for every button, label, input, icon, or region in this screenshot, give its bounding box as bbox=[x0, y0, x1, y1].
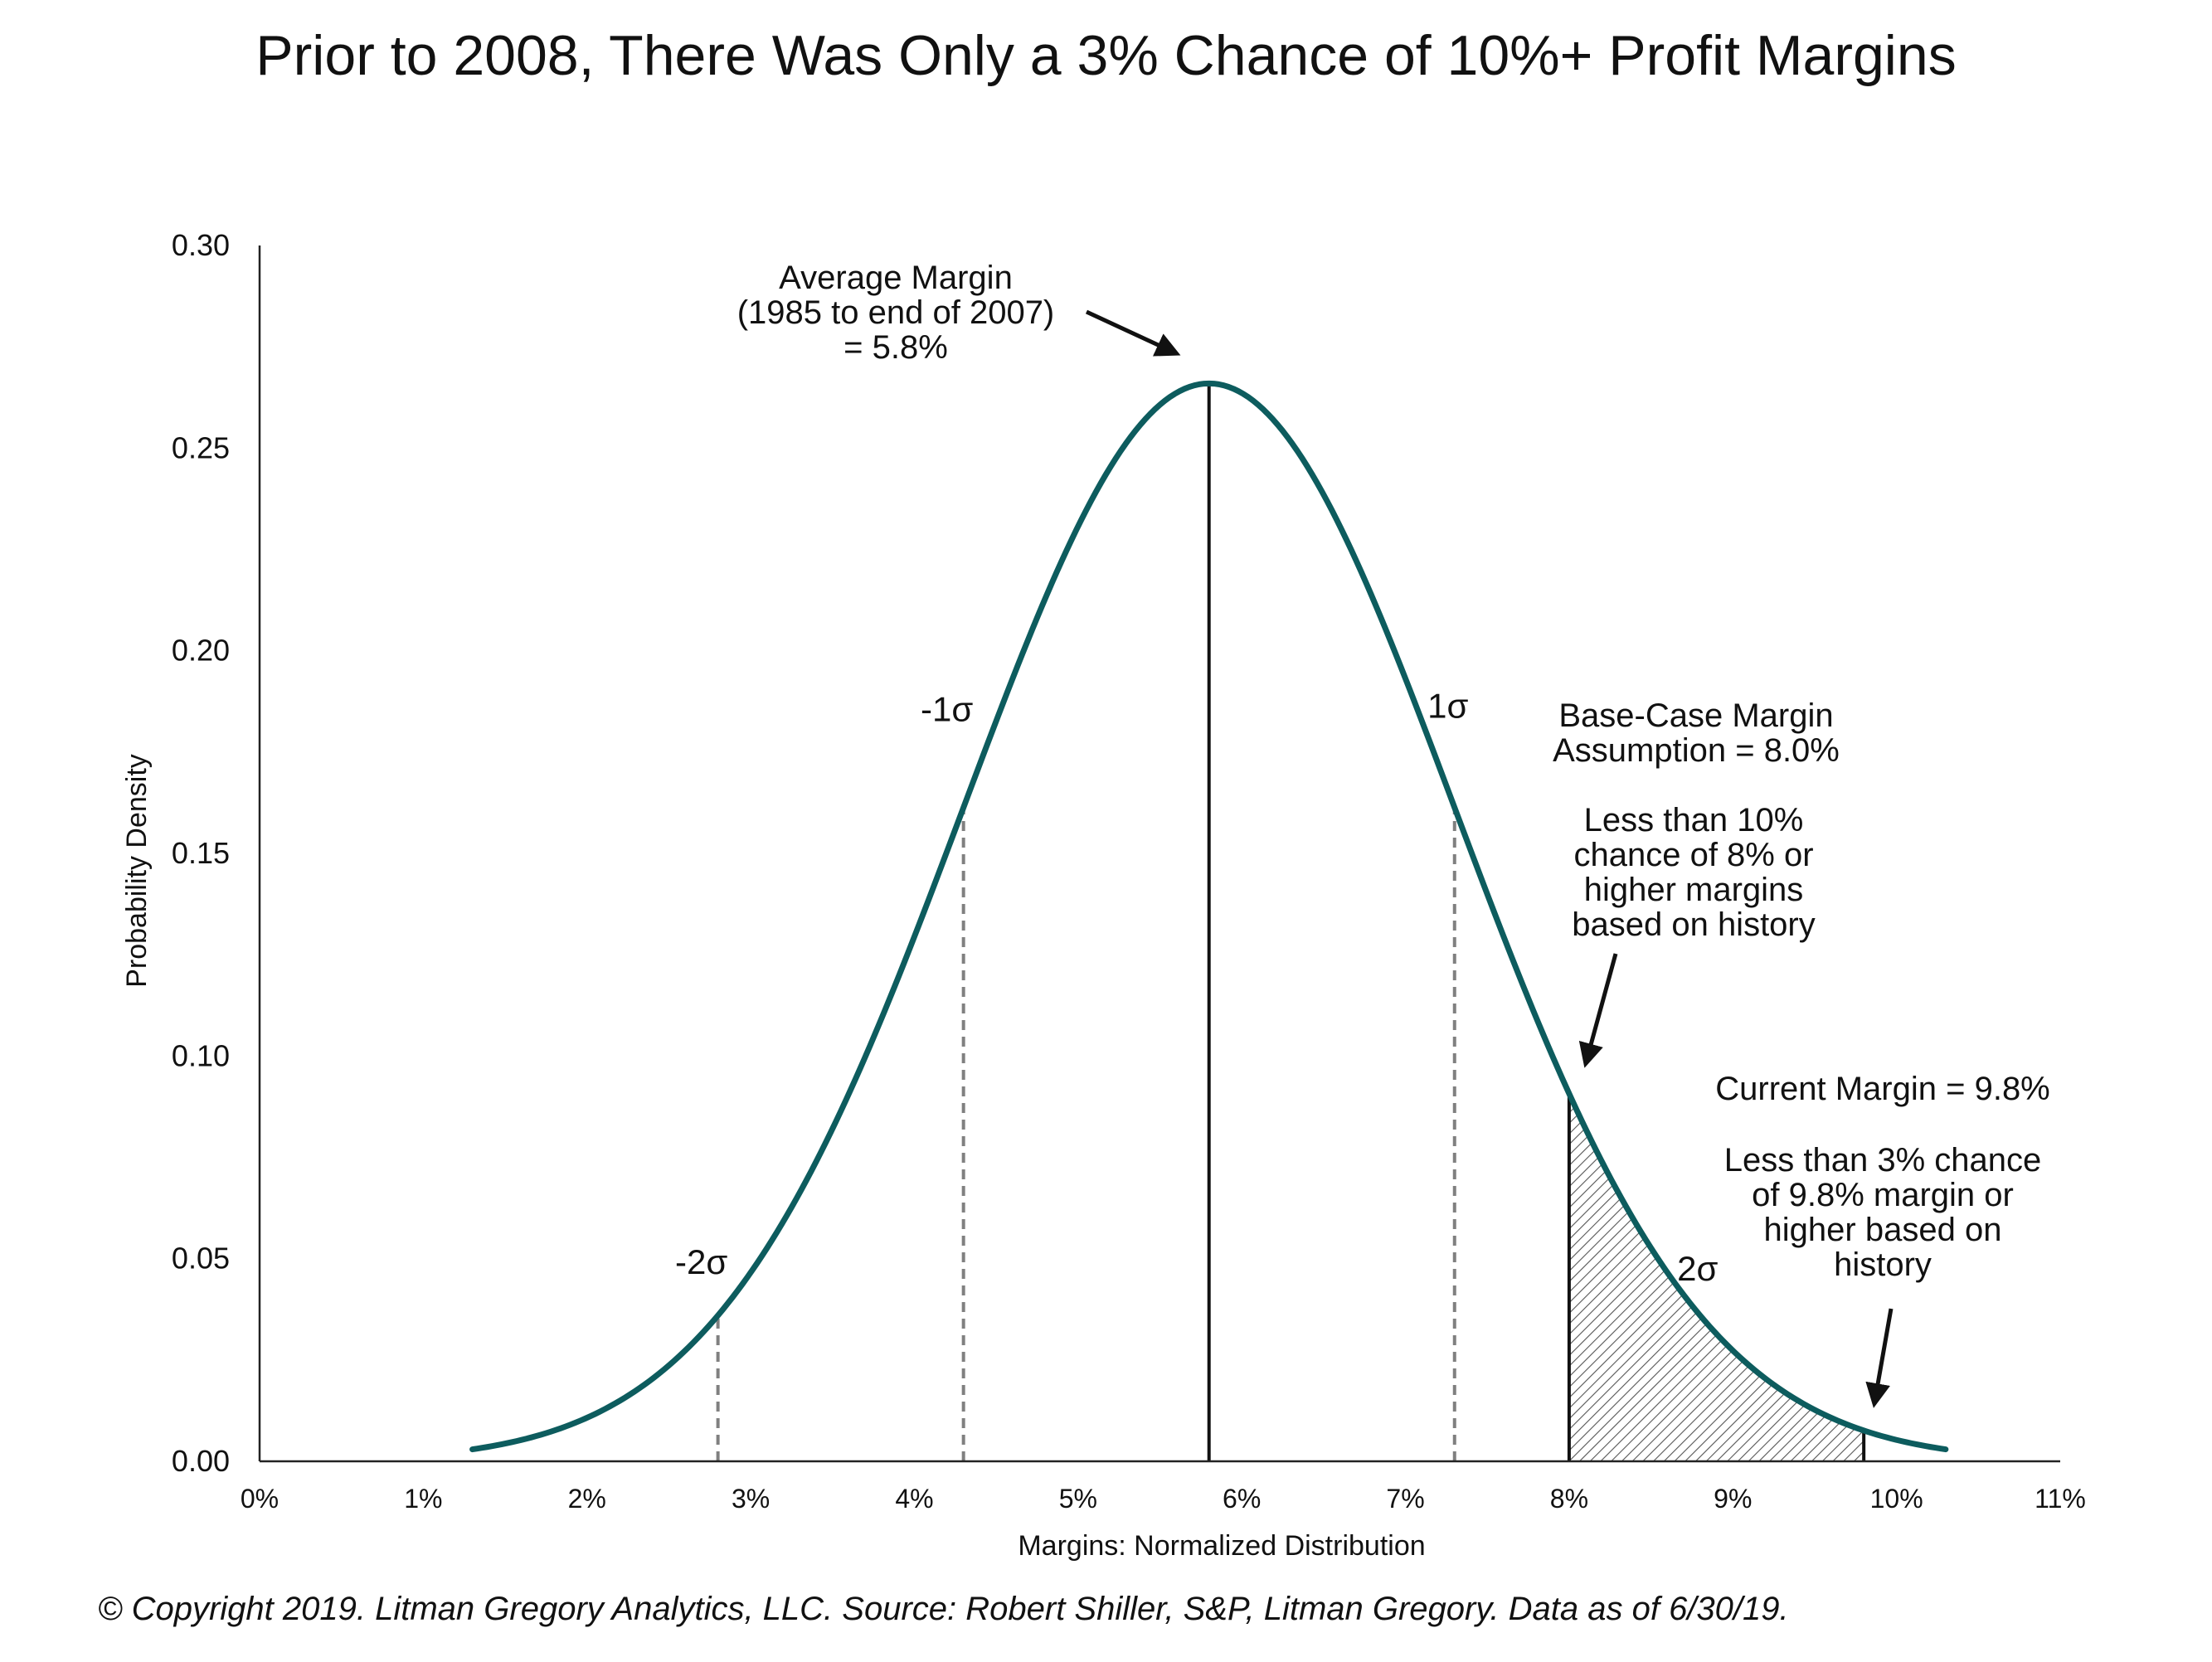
sigma-labels: -2σ -1σ 1σ 2σ bbox=[675, 687, 1719, 1288]
base-case-note-line-3: higher margins bbox=[1584, 872, 1804, 908]
base-case-note-line-1: Less than 10% bbox=[1584, 802, 1804, 838]
average-annotation-line-1: Average Margin bbox=[779, 260, 1013, 296]
x-tick-label: 2% bbox=[568, 1484, 606, 1514]
y-tick-label: 0.05 bbox=[172, 1242, 230, 1276]
x-tick-label: 4% bbox=[895, 1484, 933, 1514]
average-margin-annotation: Average Margin (1985 to end of 2007) = 5… bbox=[737, 260, 1181, 366]
y-tick-label: 0.30 bbox=[172, 228, 230, 262]
current-margin-annotation: Current Margin = 9.8% Less than 3% chanc… bbox=[1715, 1071, 2050, 1408]
plot-area bbox=[258, 245, 2060, 1463]
average-annotation-line-2: (1985 to end of 2007) bbox=[737, 294, 1055, 331]
base-case-arrow bbox=[1578, 953, 1618, 1068]
shaded-tail-area bbox=[1568, 1093, 1864, 1461]
guide-lines bbox=[716, 383, 1866, 1461]
sigma-label: -1σ bbox=[921, 690, 973, 729]
x-tick-label: 3% bbox=[732, 1484, 770, 1514]
x-axis-label: Margins: Normalized Distribution bbox=[1018, 1530, 1425, 1562]
base-case-line-1: Base-Case Margin bbox=[1558, 697, 1833, 734]
y-tick-label: 0.25 bbox=[172, 430, 230, 464]
y-axis-ticks: 0.00 0.05 0.10 0.15 0.20 0.25 0.30 bbox=[172, 228, 230, 1478]
x-tick-label: 7% bbox=[1386, 1484, 1424, 1514]
average-arrow bbox=[1085, 309, 1181, 357]
current-note-line-3: higher based on bbox=[1764, 1212, 2002, 1248]
current-note-line-1: Less than 3% chance bbox=[1724, 1142, 2041, 1178]
y-tick-label: 0.15 bbox=[172, 836, 230, 870]
base-case-note-line-2: chance of 8% or bbox=[1573, 837, 1813, 873]
base-case-annotation: Base-Case Margin Assumption = 8.0% Less … bbox=[1553, 697, 1840, 1068]
footer-copyright: © Copyright 2019. Litman Gregory Analyti… bbox=[98, 1591, 1789, 1627]
x-tick-label: 6% bbox=[1223, 1484, 1261, 1514]
x-tick-label: 0% bbox=[241, 1484, 279, 1514]
x-tick-label: 5% bbox=[1059, 1484, 1097, 1514]
base-case-line-2: Assumption = 8.0% bbox=[1553, 732, 1840, 769]
y-tick-label: 0.10 bbox=[172, 1038, 230, 1072]
x-tick-label: 9% bbox=[1714, 1484, 1752, 1514]
x-tick-label: 8% bbox=[1550, 1484, 1588, 1514]
sigma-label: 2σ bbox=[1677, 1249, 1718, 1288]
current-margin-arrow bbox=[1865, 1308, 1894, 1408]
average-annotation-line-3: = 5.8% bbox=[843, 329, 948, 366]
y-tick-label: 0.00 bbox=[172, 1444, 230, 1478]
sigma-label: -2σ bbox=[675, 1242, 727, 1281]
x-axis-ticks: 0% 1% 2% 3% 4% 5% 6% 7% 8% 9% 10% 11% bbox=[241, 1484, 2086, 1514]
y-axis-label: Probability Density bbox=[121, 754, 153, 988]
sigma-label: 1σ bbox=[1427, 687, 1468, 726]
x-tick-label: 11% bbox=[2035, 1484, 2086, 1514]
current-note-line-4: history bbox=[1834, 1246, 1932, 1283]
y-tick-label: 0.20 bbox=[172, 634, 230, 668]
density-curve bbox=[469, 380, 1949, 1453]
x-tick-label: 10% bbox=[1870, 1484, 1923, 1514]
chart-title: Prior to 2008, There Was Only a 3% Chanc… bbox=[255, 24, 1957, 87]
current-note-line-2: of 9.8% margin or bbox=[1752, 1177, 2014, 1213]
current-margin-line: Current Margin = 9.8% bbox=[1715, 1071, 2050, 1107]
x-tick-label: 1% bbox=[404, 1484, 442, 1514]
base-case-note-line-4: based on history bbox=[1572, 906, 1816, 943]
